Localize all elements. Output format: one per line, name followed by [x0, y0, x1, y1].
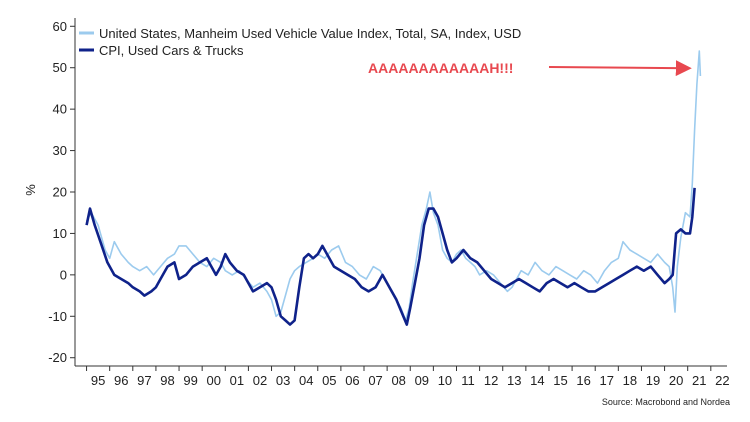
x-tick-label: 11	[461, 373, 475, 388]
x-tick-label: 09	[415, 373, 429, 388]
y-tick-label: 60	[53, 19, 67, 34]
legend: United States, Manheim Used Vehicle Valu…	[79, 26, 521, 58]
x-tick-label: 22	[715, 373, 729, 388]
legend-label-cpi: CPI, Used Cars & Trucks	[99, 43, 244, 58]
x-tick-label: 17	[600, 373, 614, 388]
x-tick-label: 98	[160, 373, 174, 388]
y-tick-label: -10	[48, 309, 67, 324]
y-tick-label: 50	[53, 60, 67, 75]
x-tick-label: 12	[484, 373, 498, 388]
y-tick-label: 30	[53, 143, 67, 158]
x-tick-label: 03	[276, 373, 290, 388]
y-tick-label: 20	[53, 185, 67, 200]
x-tick-label: 16	[576, 373, 590, 388]
x-tick-label: 99	[183, 373, 197, 388]
x-tick-label: 00	[206, 373, 220, 388]
y-tick-label: -20	[48, 350, 67, 365]
x-tick-label: 97	[137, 373, 151, 388]
x-tick-label: 20	[669, 373, 683, 388]
x-tick-label: 06	[345, 373, 359, 388]
x-tick-label: 04	[299, 373, 313, 388]
x-tick-label: 96	[114, 373, 128, 388]
x-tick-label: 07	[368, 373, 382, 388]
source-note: Source: Macrobond and Nordea	[602, 397, 730, 407]
y-axis-label: %	[23, 184, 38, 196]
x-tick-label: 01	[230, 373, 244, 388]
x-tick-label: 14	[530, 373, 544, 388]
series-layer	[85, 50, 702, 326]
x-tick-label: 18	[623, 373, 637, 388]
y-tick-label: 10	[53, 226, 67, 241]
y-tick-label: 0	[60, 267, 67, 282]
x-tick-label: 13	[507, 373, 521, 388]
x-tick-label: 10	[438, 373, 452, 388]
y-tick-label: 40	[53, 102, 67, 117]
x-tick-label: 05	[322, 373, 336, 388]
x-tick-label: 02	[253, 373, 267, 388]
legend-label-manheim: United States, Manheim Used Vehicle Valu…	[99, 26, 521, 41]
x-tick-label: 08	[391, 373, 405, 388]
x-tick-label: 15	[553, 373, 567, 388]
x-tick-label: 19	[646, 373, 660, 388]
annotation-text: AAAAAAAAAAAAH!!!	[368, 60, 513, 76]
series-line-cpi	[85, 187, 696, 326]
x-axis-ticks: 95 96 97 98 99 00 01 02 03 04 05 06 07 08 09 10 11 12 13 14…	[86, 366, 730, 388]
x-tick-label: 95	[91, 373, 105, 388]
y-axis-ticks: -20 -10 0 10 20 30 40 50 60	[48, 19, 75, 365]
x-tick-label: 21	[692, 373, 706, 388]
annotation-arrow	[548, 60, 692, 77]
annotation: AAAAAAAAAAAAH!!!	[368, 60, 692, 77]
